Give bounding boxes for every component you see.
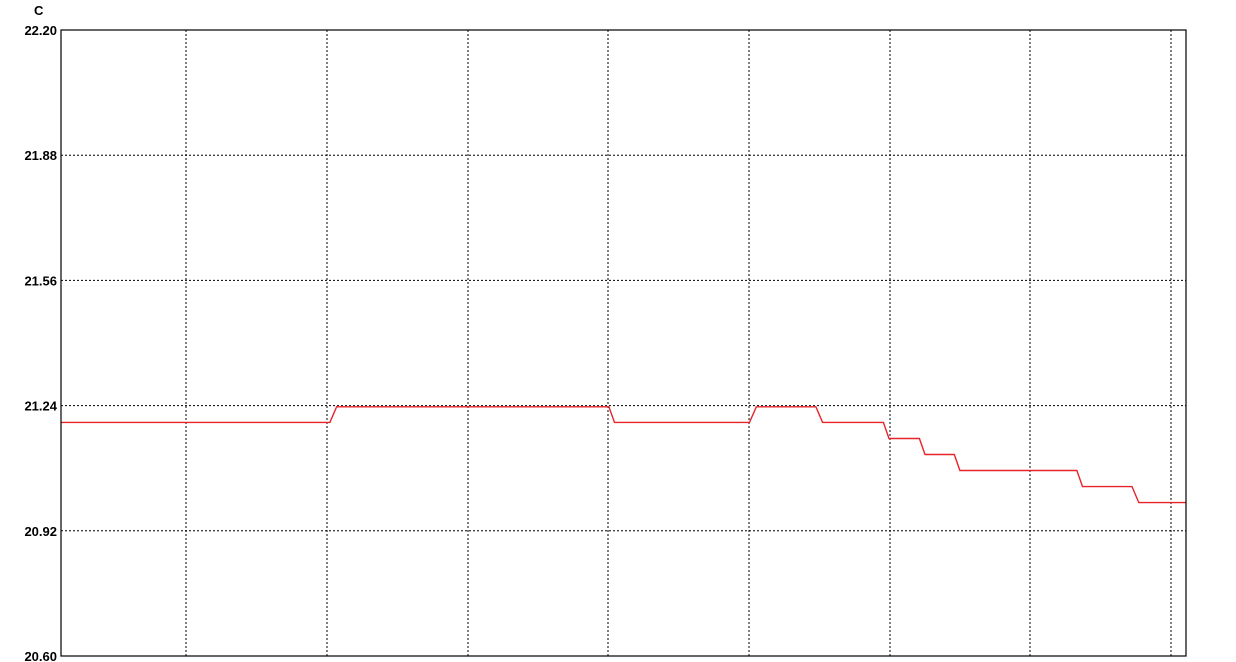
y-tick-labels: 22.20 21.88 21.56 21.24 20.92 20.60 (24, 23, 57, 662)
y-tick-label: 21.24 (24, 399, 57, 414)
y-tick-label: 21.56 (24, 273, 57, 288)
y-tick-label: 20.92 (24, 524, 57, 539)
series-group (61, 406, 1186, 504)
y-gridlines (61, 154, 1186, 532)
y-tick-label: 20.60 (24, 649, 57, 662)
series-line (61, 406, 1186, 504)
y-tick-label: 22.20 (24, 23, 57, 38)
y-axis-unit-label: C (34, 3, 44, 18)
y-tick-label: 21.88 (24, 148, 57, 163)
x-gridlines (185, 30, 1172, 656)
plot-area-frame (60, 29, 1187, 657)
